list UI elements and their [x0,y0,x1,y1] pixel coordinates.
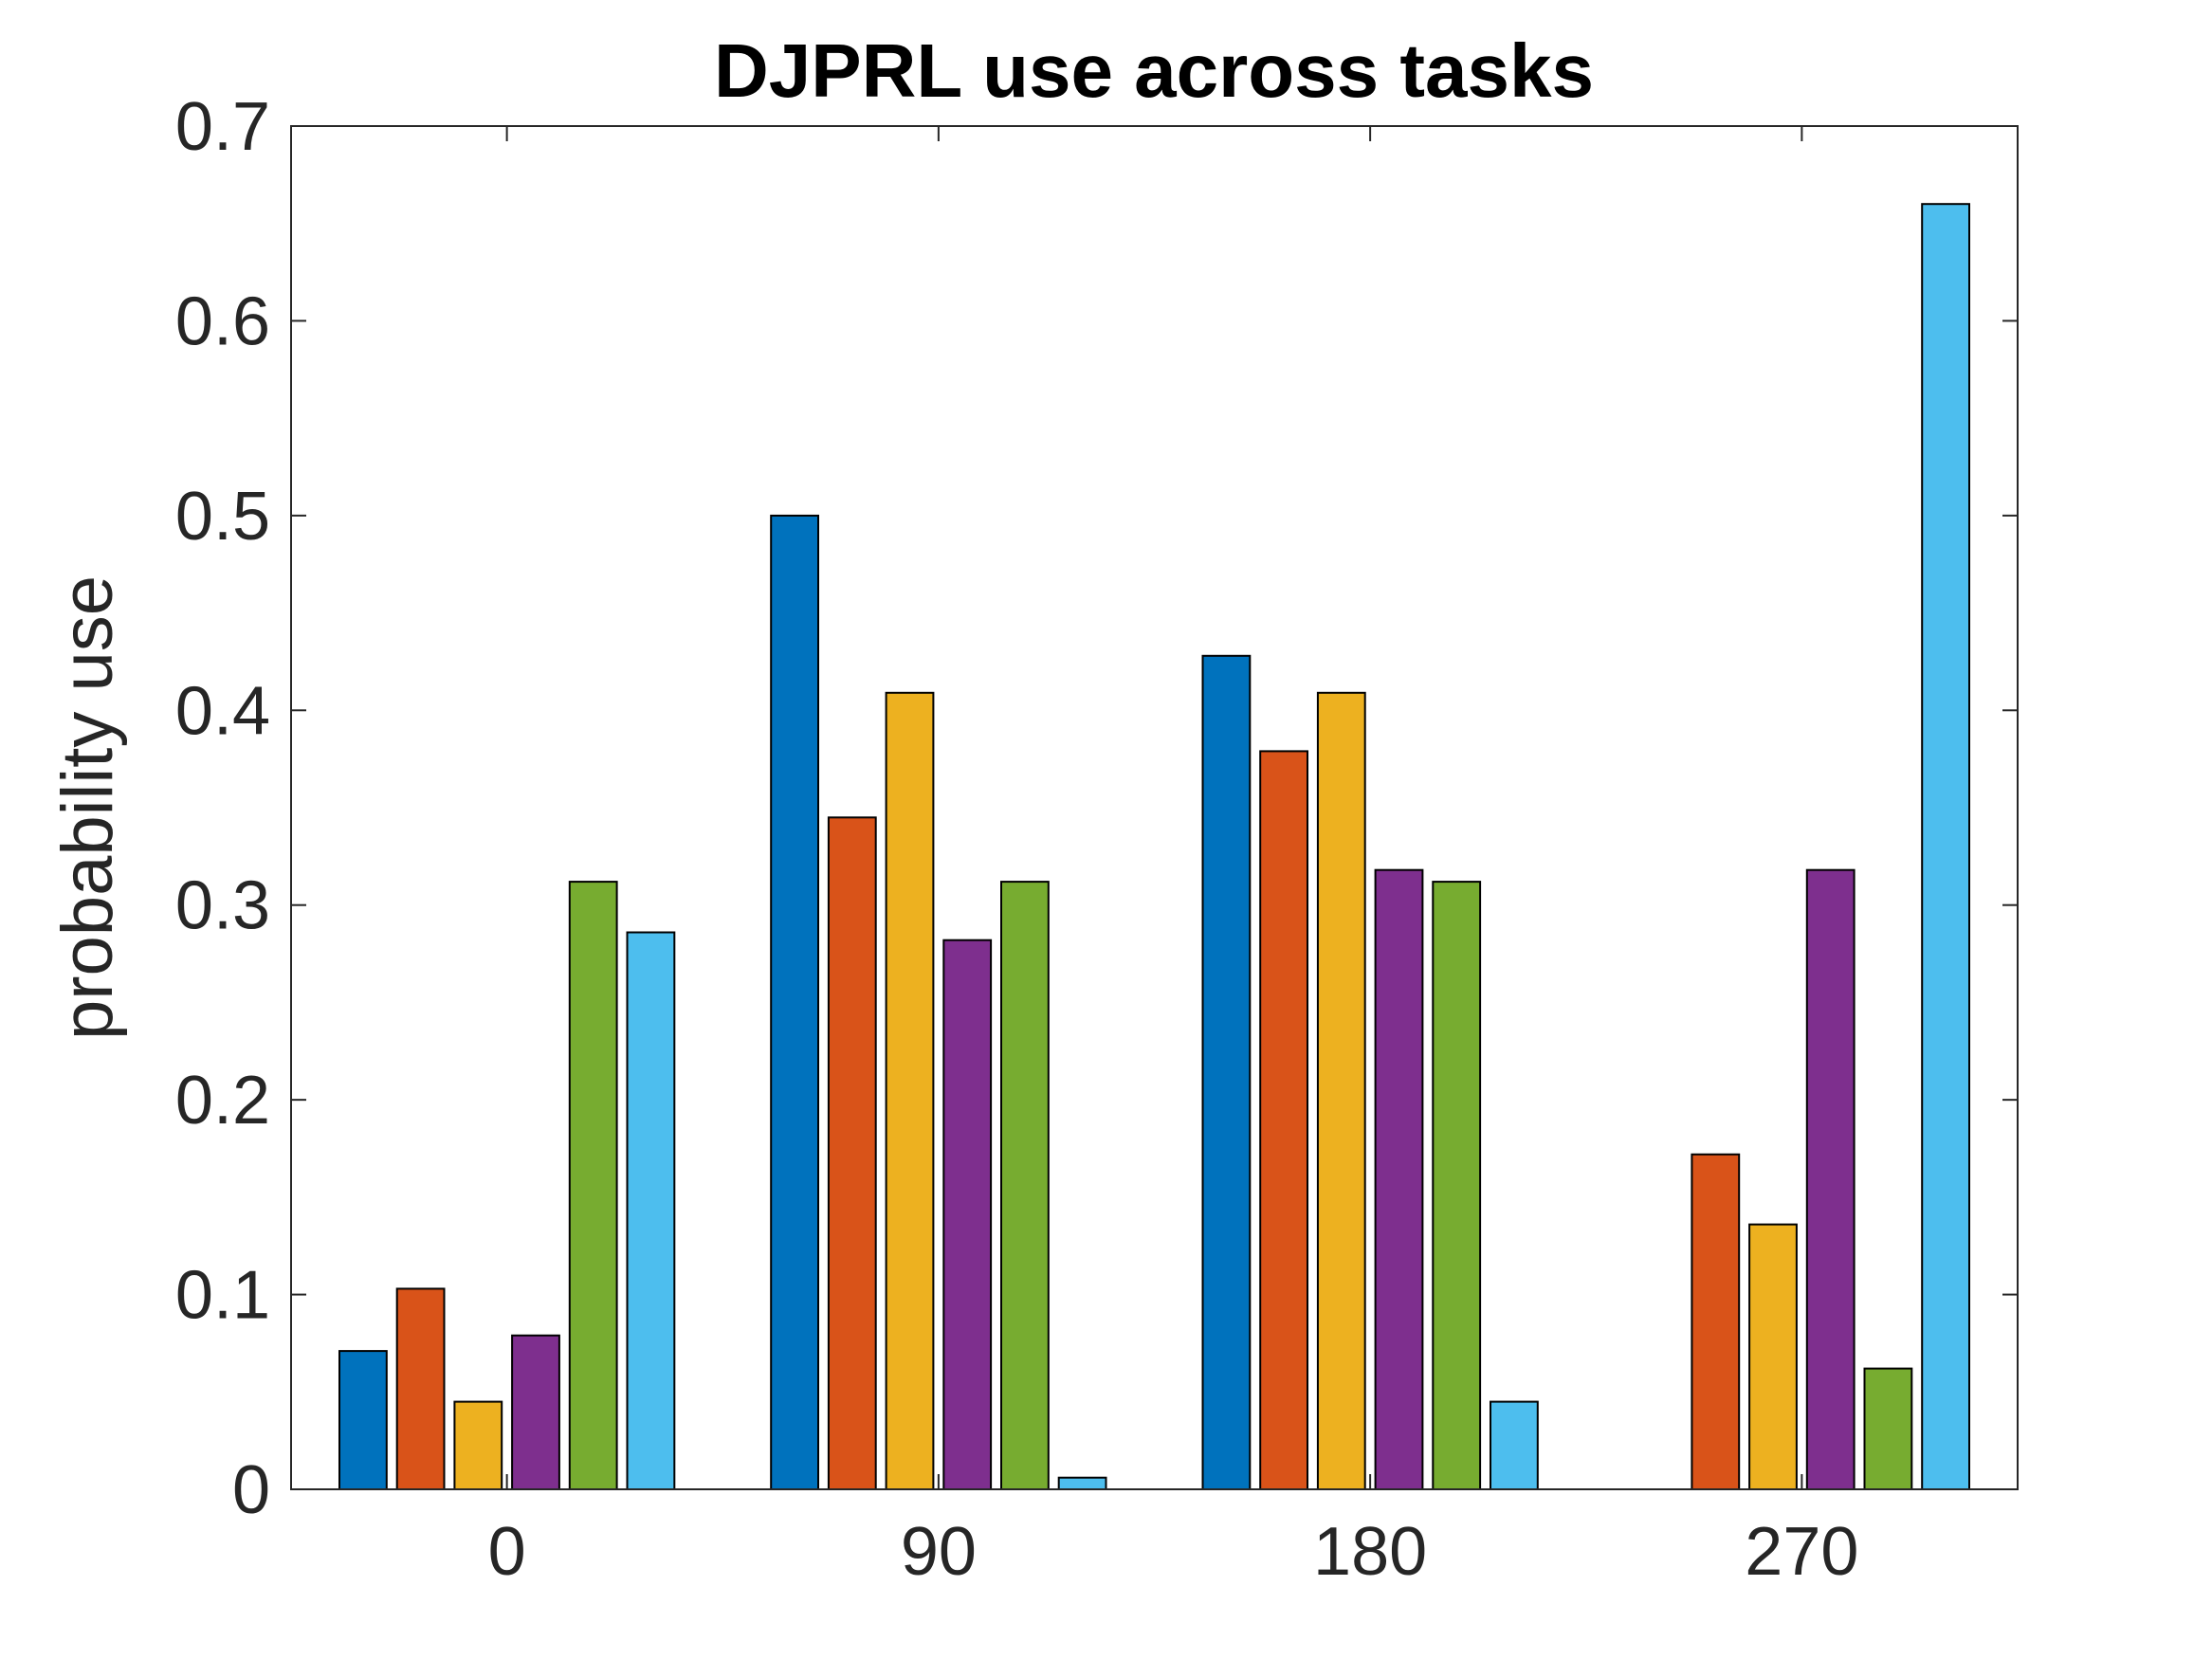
bar-0-series-4 [511,1334,560,1490]
bar-180-series-2 [1259,750,1308,1490]
bar-90-series-2 [827,816,877,1490]
y-tick-label: 0.7 [175,89,270,165]
bar-90-series-6 [1057,1476,1107,1490]
bars-layer [338,203,1970,1491]
bar-180-series-1 [1201,654,1252,1490]
bar-270-series-4 [1805,868,1856,1490]
y-tick-label: 0 [232,1452,270,1528]
x-tick-label: 180 [1313,1514,1427,1590]
x-tick-label: 90 [901,1514,977,1590]
bar-180-series-5 [1432,881,1482,1490]
y-tick-label: 0.5 [175,479,270,555]
bar-270-series-2 [1691,1153,1741,1490]
bar-90-series-5 [1000,881,1050,1490]
chart-title: DJPRL use across tasks [714,28,1594,113]
y-axis-label: probability use [47,575,128,1040]
bar-180-series-4 [1374,868,1424,1490]
bar-270-series-3 [1748,1223,1798,1490]
bar-0-series-6 [626,931,676,1490]
x-tick-label: 0 [488,1514,526,1590]
bar-180-series-3 [1316,691,1366,1490]
y-tick-label: 0.6 [175,283,270,359]
bar-90-series-4 [942,939,993,1490]
y-tick-label: 0.4 [175,673,270,749]
bar-180-series-6 [1490,1400,1539,1490]
x-tick-label: 270 [1745,1514,1858,1590]
bar-90-series-1 [770,514,820,1490]
bar-0-series-5 [568,881,618,1490]
axes-box [290,125,2019,1490]
bar-0-series-2 [395,1287,446,1491]
y-tick-label: 0.3 [175,868,270,944]
y-tick-label: 0.1 [175,1258,270,1334]
y-tick-label: 0.2 [175,1063,270,1139]
bar-270-series-6 [1921,203,1970,1491]
bar-270-series-5 [1863,1367,1913,1490]
bar-90-series-3 [885,691,935,1490]
bar-0-series-1 [338,1350,388,1490]
bar-0-series-3 [453,1400,503,1490]
